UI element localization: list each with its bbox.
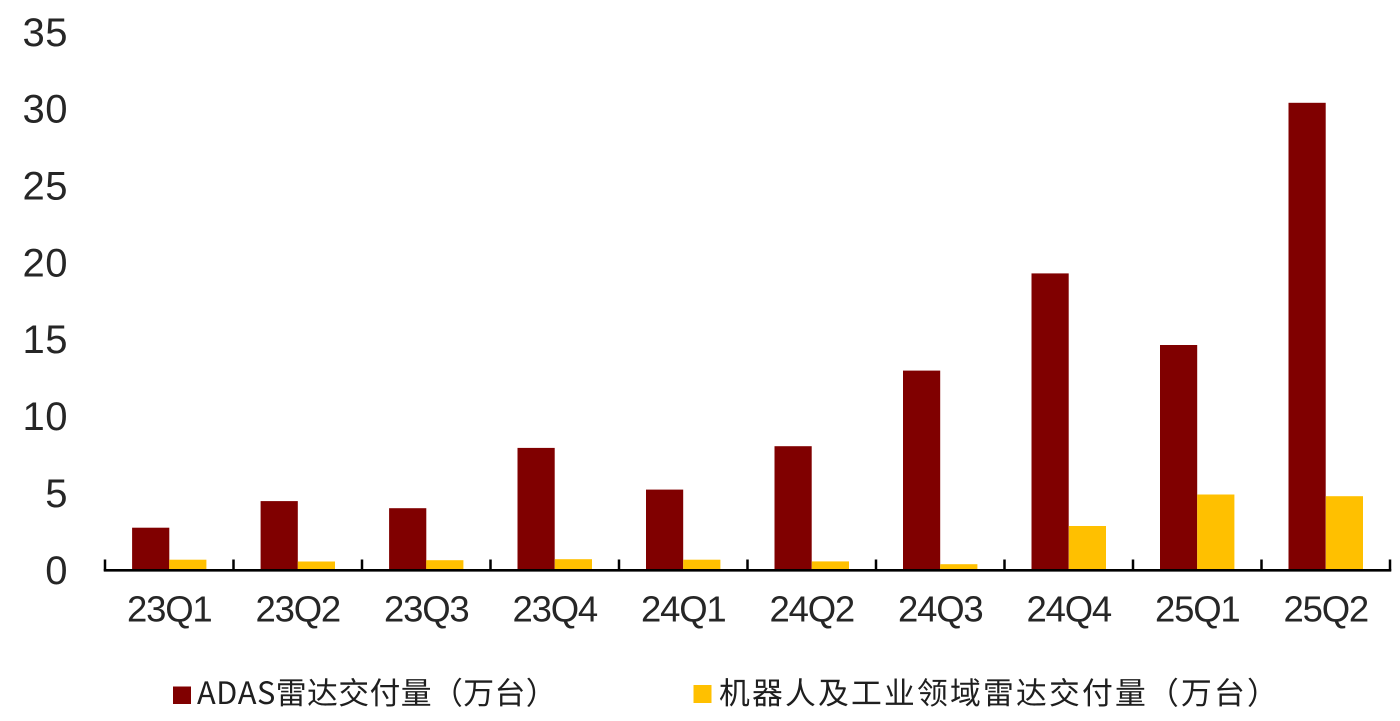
svg-text:24Q2: 24Q2: [770, 589, 855, 630]
svg-text:24Q1: 24Q1: [641, 589, 726, 630]
svg-text:25Q1: 25Q1: [1155, 589, 1240, 630]
svg-text:15: 15: [23, 318, 69, 362]
svg-text:24Q3: 24Q3: [898, 589, 983, 630]
svg-text:23Q2: 23Q2: [256, 589, 341, 630]
svg-text:10: 10: [23, 395, 69, 439]
svg-text:0: 0: [45, 549, 68, 593]
svg-text:25Q2: 25Q2: [1284, 589, 1369, 630]
svg-text:23Q3: 23Q3: [384, 589, 469, 630]
svg-text:35: 35: [23, 11, 69, 55]
svg-text:24Q4: 24Q4: [1027, 589, 1112, 630]
svg-text:23Q4: 23Q4: [513, 589, 598, 630]
svg-text:5: 5: [45, 472, 68, 516]
svg-text:23Q1: 23Q1: [127, 589, 212, 630]
svg-text:20: 20: [23, 241, 69, 285]
svg-text:30: 30: [23, 88, 69, 132]
svg-text:25: 25: [23, 165, 69, 209]
